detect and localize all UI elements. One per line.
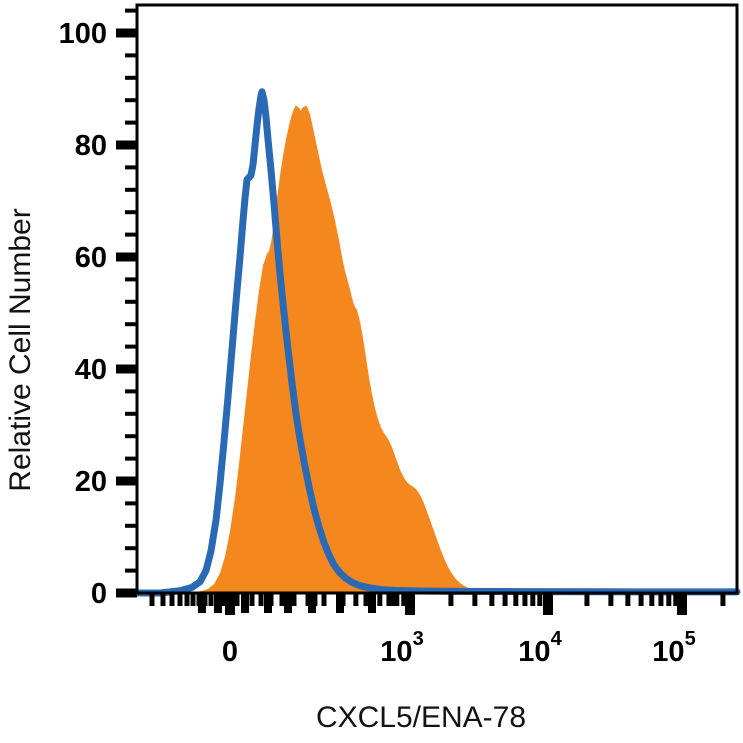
x-axis-title: CXCL5/ENA-78 bbox=[316, 701, 526, 734]
x-tick-label: 0 bbox=[222, 636, 238, 668]
y-tick-label: 0 bbox=[91, 578, 107, 610]
y-tick-label: 60 bbox=[75, 242, 107, 274]
x-tick-label: 103 bbox=[380, 628, 423, 668]
plot-background bbox=[137, 5, 737, 593]
data-series-layer bbox=[133, 88, 741, 597]
y-tick-label: 20 bbox=[75, 466, 107, 498]
y-tick-label: 100 bbox=[59, 18, 107, 50]
y-tick-label: 40 bbox=[75, 354, 107, 386]
y-tick-label: 80 bbox=[75, 130, 107, 162]
series-filled-histogram bbox=[197, 105, 501, 594]
y-axis: 0 20 40 60 80 100 bbox=[59, 8, 137, 610]
series-outline-histogram bbox=[133, 88, 741, 597]
x-tick-label: 104 bbox=[518, 628, 562, 668]
y-axis-title: Relative Cell Number bbox=[4, 208, 37, 491]
plot-frame bbox=[135, 3, 739, 595]
x-tick-label: 105 bbox=[652, 628, 695, 668]
x-axis: 0 103 104 105 bbox=[149, 593, 726, 668]
